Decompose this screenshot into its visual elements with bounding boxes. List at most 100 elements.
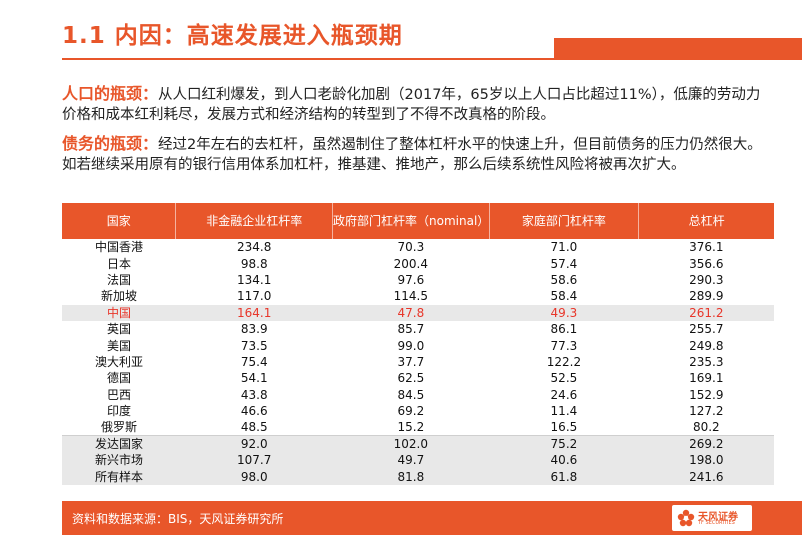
value-cell: 261.2 [638, 304, 774, 321]
value-cell: 16.5 [550, 420, 578, 435]
value-cell: 107.7 [175, 452, 333, 469]
tf-securities-logo: 天风证券 TF SECURITIES [672, 505, 752, 531]
value-cell: 71.0 [550, 240, 578, 255]
country-cell: 日本 [106, 256, 131, 271]
table-row: 日本 98.8 200.4 57.4 356.6 [62, 255, 774, 271]
value-cell: 376.1 [689, 240, 724, 255]
value-cell: 15.2 [397, 420, 425, 435]
value-cell: 200.4 [393, 256, 429, 271]
value-cell: 169.1 [689, 371, 724, 386]
value-cell: 48.5 [240, 420, 268, 435]
value-cell: 122.2 [546, 354, 582, 369]
table-row: 澳大利亚 75.4 37.7 122.2 235.3 [62, 354, 774, 370]
title-accent-bar [554, 38, 802, 59]
value-cell: 241.6 [638, 468, 774, 486]
value-cell: 62.5 [397, 371, 425, 386]
value-cell: 84.5 [397, 387, 425, 402]
table-header-row: 国家 非金融企业杠杆率 政府部门杠杆率（nominal） 家庭部门杠杆率 总杠杆 [62, 203, 774, 239]
value-cell: 70.3 [397, 240, 425, 255]
country-cell: 发达国家 [62, 435, 176, 453]
paragraph-text: 经过2年左右的去杠杆，虽然遏制住了整体杠杆水平的快速上升，但目前债务的压力仍然很… [62, 137, 762, 173]
value-cell: 61.8 [489, 468, 639, 486]
value-cell: 73.5 [240, 338, 268, 353]
paragraph-debt: 债务的瓶颈：经过2年左右的去杠杆，虽然遏制住了整体杠杆水平的快速上升，但目前债务… [62, 134, 774, 175]
value-cell: 83.9 [240, 322, 268, 337]
title-underline [62, 58, 802, 60]
value-cell: 98.8 [240, 256, 268, 271]
header-household: 家庭部门杠杆率 [489, 203, 640, 239]
table-row: 发达国家 92.0 102.0 75.2 269.2 [62, 435, 774, 453]
table-row: 巴西 43.8 84.5 24.6 152.9 [62, 387, 774, 403]
value-cell: 40.6 [489, 452, 639, 469]
value-cell: 75.2 [489, 435, 639, 453]
page-title: 1.1 内因：高速发展进入瓶颈期 [62, 23, 403, 49]
table-row: 新兴市场 107.7 49.7 40.6 198.0 [62, 452, 774, 469]
table-row: 中国香港 234.8 70.3 71.0 376.1 [62, 239, 774, 255]
leverage-table: 国家 非金融企业杠杆率 政府部门杠杆率（nominal） 家庭部门杠杆率 总杠杆… [62, 203, 774, 486]
value-cell: 269.2 [638, 435, 774, 453]
value-cell: 249.8 [689, 338, 724, 353]
value-cell: 80.2 [692, 420, 720, 435]
value-cell: 134.1 [237, 272, 272, 287]
flower-icon [677, 509, 695, 527]
country-cell: 新加坡 [100, 289, 137, 304]
value-cell: 37.7 [397, 354, 425, 369]
value-cell: 92.0 [175, 435, 333, 453]
value-cell: 114.5 [393, 289, 429, 304]
value-cell: 77.3 [550, 338, 578, 353]
country-cell: 英国 [106, 322, 131, 337]
value-cell: 57.4 [550, 256, 578, 271]
value-cell: 47.8 [332, 304, 490, 321]
value-cell: 81.8 [332, 468, 490, 486]
value-cell: 164.1 [175, 304, 333, 321]
country-cell: 巴西 [106, 387, 131, 402]
table-row: 美国 73.5 99.0 77.3 249.8 [62, 337, 774, 353]
value-cell: 152.9 [689, 387, 724, 402]
table-row: 新加坡 117.0 114.5 58.4 289.9 [62, 288, 774, 304]
value-cell: 117.0 [237, 289, 272, 304]
value-cell: 85.7 [397, 322, 425, 337]
data-source: 资料和数据来源：BIS，天风证券研究所 [72, 512, 284, 526]
page-number: 4 [769, 508, 776, 521]
table-row: 所有样本 98.0 81.8 61.8 241.6 [62, 468, 774, 486]
paragraph-key: 债务的瓶颈： [62, 134, 159, 153]
logo-text: 天风证券 [698, 512, 738, 523]
value-cell: 11.4 [550, 404, 578, 419]
table-row: 英国 83.9 85.7 86.1 255.7 [62, 321, 774, 337]
country-cell: 新兴市场 [62, 452, 176, 469]
table-row: 俄罗斯 48.5 15.2 16.5 80.2 [62, 419, 774, 436]
value-cell: 234.8 [237, 240, 272, 255]
value-cell: 49.3 [489, 304, 639, 321]
country-cell: 俄罗斯 [100, 420, 137, 435]
value-cell: 102.0 [332, 435, 490, 453]
value-cell: 97.6 [397, 272, 425, 287]
value-cell: 52.5 [550, 371, 578, 386]
paragraph-population: 人口的瓶颈：从人口红利爆发，到人口老龄化加剧（2017年，65岁以上人口占比超过… [62, 84, 774, 125]
table-row: 印度 46.6 69.2 11.4 127.2 [62, 403, 774, 419]
header-total: 总杠杆 [638, 203, 774, 239]
paragraph-text: 从人口红利爆发，到人口老龄化加剧（2017年，65岁以上人口占比超过11%），低… [62, 87, 761, 123]
value-cell: 69.2 [397, 404, 425, 419]
country-cell: 中国香港 [94, 240, 143, 255]
value-cell: 54.1 [240, 371, 268, 386]
value-cell: 356.6 [689, 256, 724, 271]
header-country: 国家 [62, 203, 177, 239]
value-cell: 127.2 [689, 404, 724, 419]
value-cell: 58.4 [550, 289, 578, 304]
paragraph-key: 人口的瓶颈： [62, 84, 159, 103]
value-cell: 255.7 [689, 322, 724, 337]
table-row: 法国 134.1 97.6 58.6 290.3 [62, 272, 774, 288]
header-corporate: 非金融企业杠杆率 [175, 203, 334, 239]
logo-subtext: TF SECURITIES [698, 520, 735, 526]
table-row: 德国 54.1 62.5 52.5 169.1 [62, 370, 774, 386]
value-cell: 198.0 [638, 452, 774, 469]
header-government: 政府部门杠杆率（nominal） [332, 203, 490, 239]
value-cell: 289.9 [689, 289, 724, 304]
country-cell: 印度 [106, 404, 131, 419]
value-cell: 46.6 [240, 404, 268, 419]
country-cell: 德国 [106, 371, 131, 386]
value-cell: 75.4 [240, 354, 268, 369]
value-cell: 99.0 [397, 338, 425, 353]
value-cell: 98.0 [175, 468, 333, 486]
country-cell: 中国 [62, 304, 176, 321]
